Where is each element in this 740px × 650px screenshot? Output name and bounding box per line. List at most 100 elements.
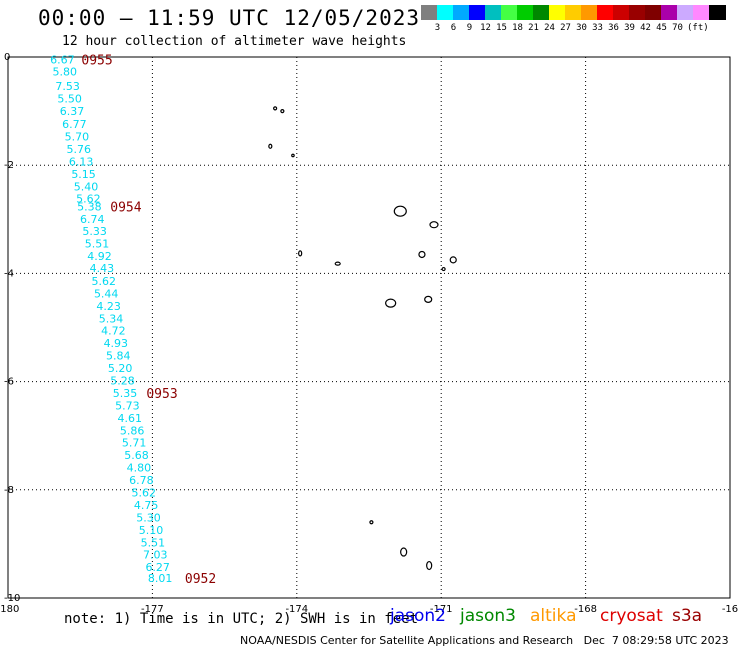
wave-height-label: 5.62 <box>92 275 117 288</box>
wave-height-label: 5.20 <box>108 362 133 375</box>
wave-height-label: 5.35 <box>113 387 138 400</box>
latitude-tick-label: -2 <box>4 160 14 171</box>
legend-tick-label: 9 <box>466 23 473 33</box>
legend-swatch <box>581 5 598 20</box>
longitude-tick-label: -16 <box>722 604 738 615</box>
legend-tick-label: 42 <box>640 23 651 33</box>
legend-tick-label: 6 <box>450 23 457 33</box>
wave-height-label: 5.33 <box>82 225 107 238</box>
pass-time-label: 0953 <box>146 387 177 402</box>
wave-height-label: 5.80 <box>53 66 78 79</box>
wave-height-label: 7.03 <box>143 549 168 562</box>
island-outline <box>298 250 303 257</box>
island-outline <box>418 250 426 259</box>
legend-tick-label: 30 <box>576 23 587 33</box>
map-gridlines <box>8 57 730 598</box>
latitude-tick-label: 0 <box>4 52 10 63</box>
legend-tick-label: 36 <box>608 23 619 33</box>
legend-tick-label: 3 <box>434 23 441 33</box>
island-outline <box>369 520 374 525</box>
wave-height-label: 8.01 <box>148 572 173 585</box>
island-outlines <box>268 106 457 571</box>
legend-swatch <box>533 5 550 20</box>
legend-swatch <box>469 5 486 20</box>
legend-swatch <box>517 5 534 20</box>
island-outline <box>268 143 273 149</box>
legend-swatch <box>565 5 582 20</box>
map-axis-labels: -180 -177 -174 -171 -168 -16 0 -2 -4 -6 -8 -10 <box>0 52 738 615</box>
pass-time-label: 0955 <box>81 54 112 69</box>
legend-swatch <box>597 5 614 20</box>
wave-height-label: 4.93 <box>104 337 129 350</box>
island-outline <box>449 256 457 264</box>
map-title: 00:00 — 11:59 UTC 12/05/2023 <box>38 6 421 30</box>
wave-height-label: 5.51 <box>85 238 110 251</box>
legend-tick-label: 18 <box>512 23 523 33</box>
wave-height-label: 6.78 <box>129 474 154 487</box>
wave-height-label: 5.40 <box>74 180 99 193</box>
wave-height-label: 5.68 <box>124 449 149 462</box>
latitude-tick-label: -6 <box>4 377 14 388</box>
wave-height-label: 4.75 <box>134 499 159 512</box>
longitude-tick-label: -177 <box>141 604 164 615</box>
island-outline <box>424 295 433 303</box>
legend-swatch <box>613 5 630 20</box>
satellite-name-cryosat: cryosat <box>600 606 663 626</box>
satellite-name-s3a: s3a <box>672 606 703 626</box>
legend-swatch <box>485 5 502 20</box>
wave-height-label: 4.80 <box>127 462 152 475</box>
longitude-tick-label: -171 <box>430 604 453 615</box>
wave-height-label: 5.51 <box>141 536 166 549</box>
wave-height-label: 5.70 <box>65 131 90 144</box>
pass-time-labels: 0955 0954 0953 0952 <box>81 54 216 587</box>
island-outline <box>385 298 397 308</box>
island-outline <box>291 153 295 158</box>
legend-tick-label: 15 <box>496 23 507 33</box>
wave-height-label: 5.30 <box>136 511 161 524</box>
wave-height-label: 4.43 <box>90 262 115 275</box>
legend-tick-label: 33 <box>592 23 603 33</box>
island-outline <box>400 547 408 557</box>
satellite-name-jason2: jason2 <box>390 606 446 626</box>
island-outline <box>441 266 446 272</box>
map-frame <box>7 56 731 599</box>
credit-text: NOAA/NESDIS Center for Satellite Applica… <box>240 634 574 647</box>
wave-height-label: 5.84 <box>106 350 131 363</box>
wave-height-label: 5.15 <box>71 168 96 181</box>
latitude-tick-label: -4 <box>4 268 14 279</box>
wave-height-label: 5.34 <box>99 312 124 325</box>
legend-unit: (ft) <box>687 23 709 33</box>
wave-height-label: 6.67 <box>50 54 75 67</box>
satellite-track: 6.675.807.535.506.376.775.705.766.135.15… <box>50 54 172 585</box>
satellite-name-altika: altika <box>530 606 577 626</box>
wave-height-label: 6.74 <box>80 213 105 226</box>
footer-credit: NOAA/NESDIS Center for Satellite Applica… <box>240 634 729 647</box>
wave-height-label: 5.28 <box>110 375 135 388</box>
legend-tick-label: 12 <box>480 23 491 33</box>
wave-height-label: 5.62 <box>131 487 156 500</box>
wave-height-label: 4.23 <box>96 300 121 313</box>
pass-time-label: 0954 <box>110 200 141 215</box>
footer-note: note: 1) Time is in UTC; 2) SWH is in fe… <box>64 611 419 627</box>
latitude-tick-label: -8 <box>4 485 14 496</box>
legend-tick-label: 21 <box>528 23 539 33</box>
legend-tick-label: 27 <box>560 23 571 33</box>
wave-height-label: 5.38 <box>77 200 102 213</box>
legend-swatch <box>709 5 726 20</box>
legend-swatch <box>693 5 710 20</box>
wave-height-label: 7.53 <box>55 80 80 93</box>
wave-height-label: 5.10 <box>139 524 164 537</box>
wave-height-label: 5.44 <box>94 287 119 300</box>
legend-tick-label: 39 <box>624 23 635 33</box>
satellite-name-jason3: jason3 <box>460 606 516 626</box>
island-outline <box>334 261 341 266</box>
legend-swatch <box>437 5 454 20</box>
island-outline <box>273 106 278 111</box>
wave-height-label: 5.50 <box>57 93 82 106</box>
wave-height-label: 4.61 <box>118 412 143 425</box>
pass-time-label: 0952 <box>185 572 216 587</box>
wave-height-label: 6.27 <box>145 561 170 574</box>
legend-swatch <box>661 5 678 20</box>
wave-height-label: 4.92 <box>87 250 112 263</box>
legend-swatch <box>501 5 518 20</box>
